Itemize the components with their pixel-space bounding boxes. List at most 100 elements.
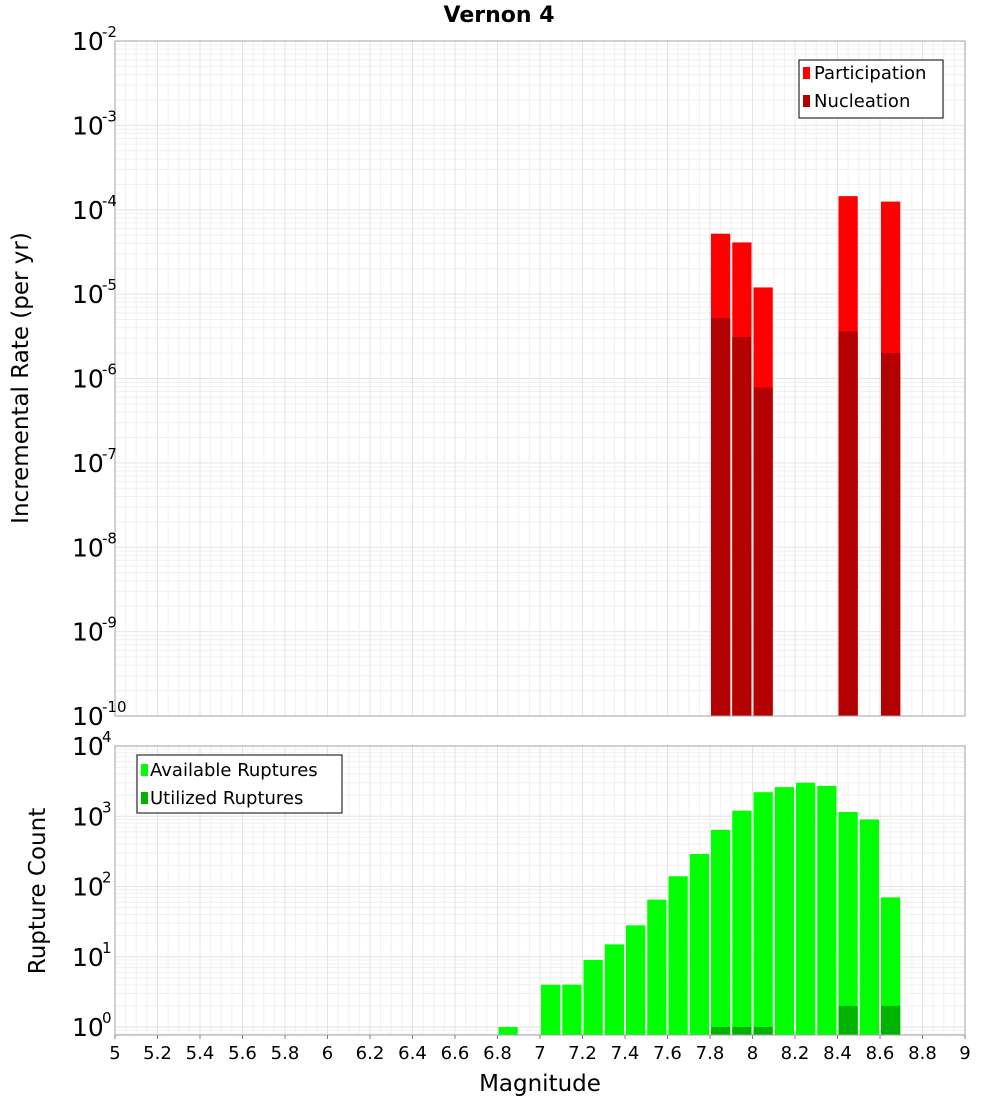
y-tick-label: 10-10: [72, 698, 127, 731]
x-tick-label: 7: [534, 1043, 545, 1064]
x-tick-label: 7.2: [568, 1043, 597, 1064]
rate-s1-bar: [753, 387, 773, 716]
y-tick-label: 104: [72, 728, 112, 761]
y-tick-base: 10: [72, 618, 104, 647]
rate-panel-bars: [711, 196, 901, 716]
y-tick-label: 10-3: [72, 107, 117, 140]
x-tick-label: 8: [747, 1043, 758, 1064]
y-tick-base: 10: [72, 533, 104, 562]
x-tick-label: 6: [322, 1043, 333, 1064]
legend-participation-swatch: [803, 67, 810, 79]
y-tick-label: 101: [72, 939, 112, 972]
rupture-count-s0-bar: [647, 899, 667, 1035]
x-tick-label: 8.6: [866, 1043, 895, 1064]
y-tick-base: 10: [72, 365, 104, 394]
y-tick-label: 102: [72, 869, 112, 902]
y-tick-exponent: 2: [102, 869, 112, 887]
rupture-count-panel-y-axis-label: Rupture Count: [25, 808, 51, 974]
rupture-count-panel-legend: Available Ruptures Utilized Ruptures: [136, 754, 343, 814]
rupture-count-s1-bar: [711, 1027, 731, 1035]
x-tick-label: 7.4: [611, 1043, 640, 1064]
legend-utilized-label: Utilized Ruptures: [150, 788, 303, 809]
x-axis-label: Magnitude: [479, 1071, 601, 1097]
rate-panel-y-axis-label: Incremental Rate (per yr): [8, 232, 34, 524]
rate-panel-frame: [114, 40, 966, 717]
rupture-count-panel-legend-box: [136, 754, 343, 814]
rupture-count-s0-bar: [498, 1027, 518, 1035]
y-tick-exponent: 3: [102, 798, 112, 816]
y-tick-base: 10: [72, 280, 104, 309]
rupture-count-s1-bar: [838, 1005, 858, 1035]
rate-s1-bar: [838, 331, 858, 716]
rate-s1-bar: [711, 318, 731, 716]
y-tick-base: 10: [72, 732, 104, 761]
legend-nucleation-swatch: [803, 95, 810, 107]
rate-panel-grid: [114, 41, 966, 717]
rate-panel-legend-box: [798, 59, 944, 119]
y-tick-base: 10: [72, 702, 104, 731]
rupture-count-s0-bar: [859, 819, 879, 1035]
rupture-count-s0-bar: [541, 984, 561, 1035]
y-tick-base: 10: [72, 449, 104, 478]
y-tick-label: 10-4: [72, 192, 117, 225]
y-tick-exponent: 0: [102, 1009, 112, 1027]
x-tick-label: 5.4: [186, 1043, 215, 1064]
y-tick-label: 100: [72, 1009, 112, 1042]
rupture-count-s0-bar: [626, 925, 646, 1035]
rupture-count-panel-grid: [114, 746, 966, 1035]
y-tick-exponent: 1: [102, 939, 112, 957]
rupture-count-s0-bar: [583, 959, 603, 1035]
legend-available-swatch: [141, 764, 148, 776]
rupture-count-s1-bar: [732, 1027, 752, 1035]
y-tick-base: 10: [72, 802, 104, 831]
rupture-count-s0-bar: [753, 792, 773, 1035]
y-tick-label: 10-6: [72, 361, 117, 394]
rupture-count-s0-bar: [774, 787, 794, 1035]
y-tick-exponent: -9: [102, 614, 117, 632]
rupture-count-s0-bar: [604, 944, 624, 1035]
x-tick-label: 8.4: [823, 1043, 852, 1064]
legend-available-label: Available Ruptures: [150, 760, 318, 781]
rupture-count-s1-bar: [753, 1027, 773, 1035]
x-tick-label: 5.8: [271, 1043, 300, 1064]
x-tick-label: 7.6: [653, 1043, 682, 1064]
rupture-count-s0-bar: [689, 854, 709, 1035]
y-tick-exponent: -6: [102, 361, 117, 379]
y-tick-base: 10: [72, 1013, 104, 1042]
y-tick-exponent: -8: [102, 529, 117, 547]
y-tick-base: 10: [72, 873, 104, 902]
chart-title: Vernon 4: [444, 3, 555, 28]
y-tick-base: 10: [72, 943, 104, 972]
x-tick-label: 6.6: [441, 1043, 470, 1064]
y-tick-base: 10: [72, 111, 104, 140]
y-tick-exponent: -7: [102, 445, 117, 463]
rupture-count-s1-bar: [881, 1005, 901, 1035]
rupture-count-s0-bar: [881, 897, 901, 1035]
rupture-count-s0-bar: [711, 829, 731, 1035]
rate-s1-bar: [881, 353, 901, 716]
rupture-count-panel-x-ticks: 5 5.2 5.4 5.6 5.8 6 6.2 6.4 6.6 6.8 7 7.2 7.4 7.6 7.8 8…: [109, 1035, 971, 1064]
x-tick-label: 5.2: [143, 1043, 172, 1064]
y-tick-exponent: -10: [102, 698, 127, 716]
y-tick-exponent: -2: [102, 23, 117, 41]
y-tick-label: 10-7: [72, 445, 117, 478]
rupture-count-s0-bar: [796, 782, 816, 1035]
y-tick-label: 103: [72, 798, 112, 831]
legend-nucleation-label: Nucleation: [814, 91, 910, 112]
rupture-count-s0-bar: [562, 984, 582, 1035]
y-tick-label: 10-8: [72, 529, 117, 562]
x-tick-label: 5: [109, 1043, 120, 1064]
y-tick-base: 10: [72, 27, 104, 56]
y-tick-exponent: 4: [102, 728, 112, 746]
x-tick-label: 6.4: [398, 1043, 427, 1064]
x-tick-label: 9: [959, 1043, 970, 1064]
legend-participation-label: Participation: [814, 63, 926, 84]
y-tick-label: 10-5: [72, 276, 117, 309]
x-tick-label: 5.6: [228, 1043, 257, 1064]
rupture-count-s0-bar: [732, 810, 752, 1035]
